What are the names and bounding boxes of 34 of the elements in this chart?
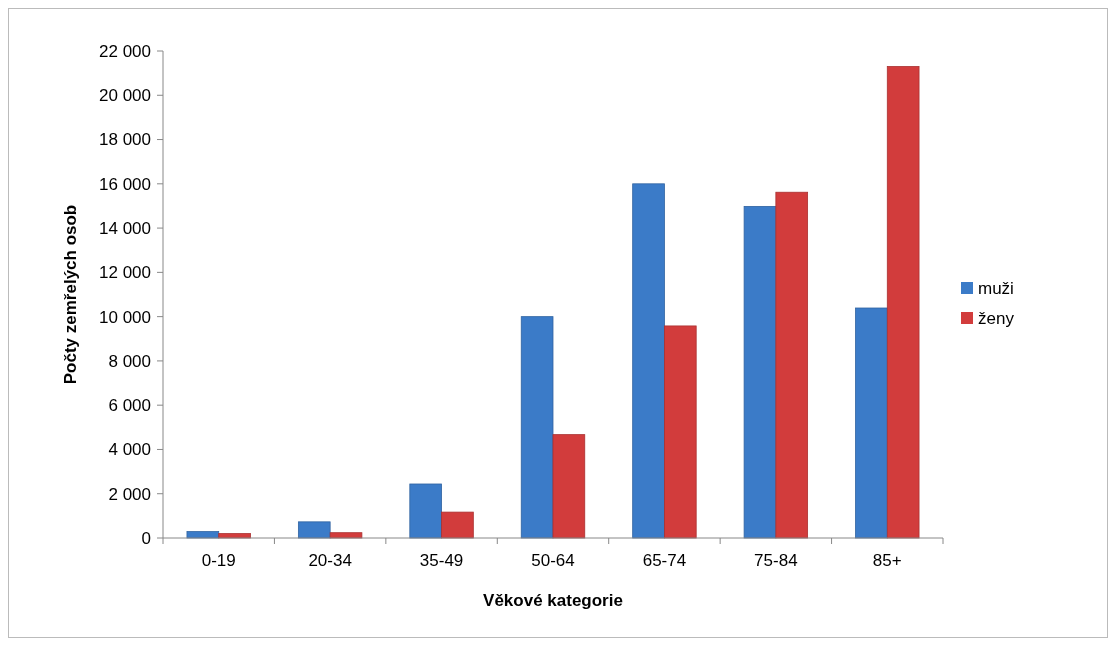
y-tick-label: 0 — [141, 528, 151, 548]
x-tick-label: 65-74 — [642, 551, 687, 570]
bar — [409, 483, 442, 539]
legend-label: muži — [978, 278, 1014, 298]
bar — [520, 316, 554, 539]
y-tick-label: 20 000 — [99, 86, 151, 106]
bar — [775, 191, 809, 539]
x-tick-label: 0-19 — [201, 551, 236, 570]
bar — [855, 307, 888, 539]
x-tick-label: 20-34 — [308, 551, 352, 570]
y-tick-label: 12 000 — [99, 263, 151, 283]
y-axis-title: Počty zemřelých osob — [61, 204, 80, 385]
y-tick-label: 2 000 — [108, 484, 151, 504]
y-tick-label: 4 000 — [108, 440, 151, 460]
y-tick-label: 18 000 — [99, 130, 151, 150]
x-tick-label: 35-49 — [419, 551, 464, 570]
bar — [441, 511, 474, 539]
x-axis-title: Věkové kategorie — [483, 591, 623, 610]
x-tick-label: 75-84 — [754, 551, 798, 570]
y-tick-label: 22 000 — [99, 41, 151, 61]
bar — [552, 434, 586, 539]
y-tick-label: 6 000 — [108, 396, 151, 416]
y-tick-label: 8 000 — [108, 351, 151, 371]
x-tick-label: 50-64 — [531, 551, 575, 570]
bar — [886, 66, 920, 539]
y-tick-label: 16 000 — [99, 174, 151, 194]
legend-label: ženy — [978, 308, 1015, 328]
y-tick-label: 10 000 — [99, 307, 151, 327]
bar — [632, 183, 665, 539]
bar — [664, 325, 697, 539]
bar — [743, 206, 777, 539]
bar — [297, 521, 331, 539]
x-tick-label: 85+ — [872, 551, 902, 570]
y-tick-label: 14 000 — [99, 219, 151, 239]
